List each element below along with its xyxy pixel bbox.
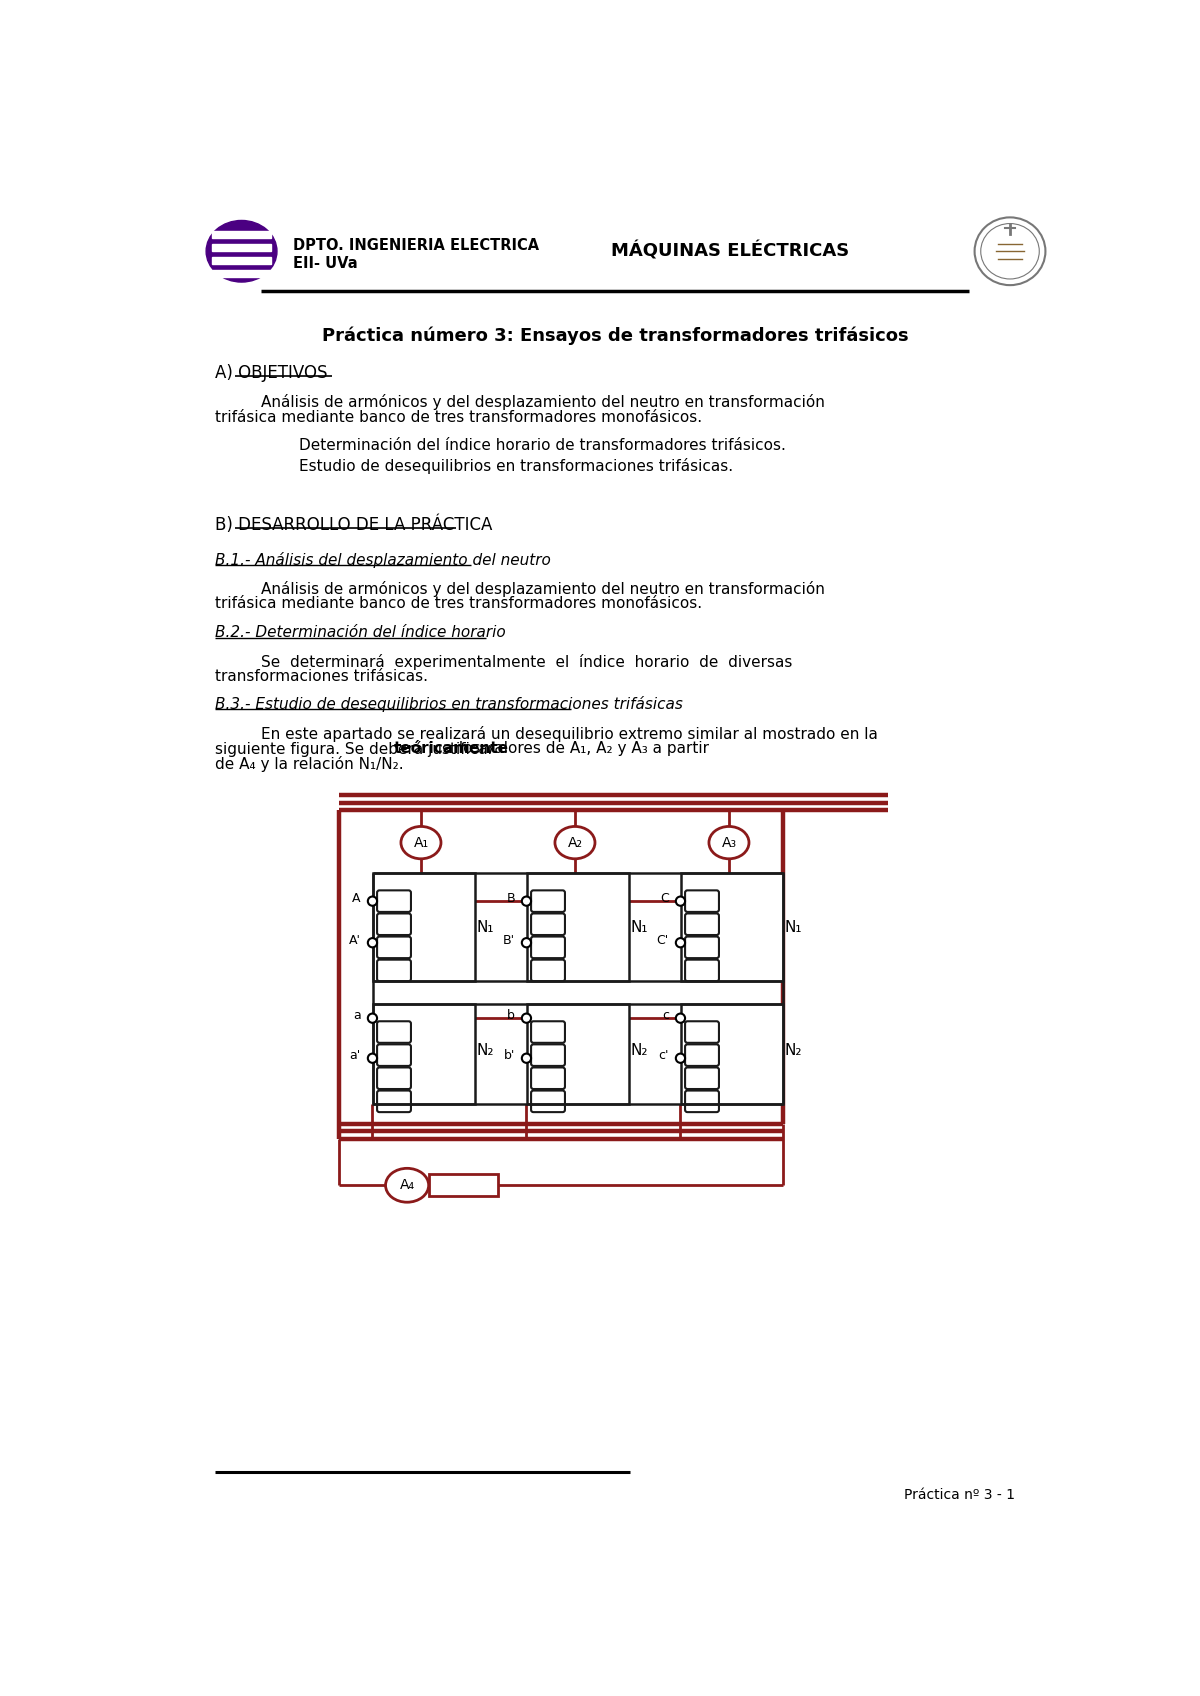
Text: DPTO. INGENIERIA ELECTRICA: DPTO. INGENIERIA ELECTRICA [293, 237, 539, 253]
Text: B.1.- Análisis del desplazamiento del neutro: B.1.- Análisis del desplazamiento del ne… [215, 553, 551, 568]
Bar [373, 873, 475, 982]
Bar [428, 1175, 498, 1196]
Text: Práctica número 3: Ensayos de transformadores trifásicos: Práctica número 3: Ensayos de transforma… [322, 327, 908, 346]
Circle shape [676, 1053, 685, 1063]
Text: N₁: N₁ [630, 919, 648, 934]
Text: N₁: N₁ [476, 919, 494, 934]
Ellipse shape [401, 826, 440, 858]
Bar [682, 1004, 782, 1104]
Bar [682, 873, 782, 982]
Text: Análisis de armónicos y del desplazamiento del neutro en transformación: Análisis de armónicos y del desplazamien… [260, 395, 824, 410]
Bar [527, 873, 629, 982]
Text: B.2.- Determinación del índice horario: B.2.- Determinación del índice horario [215, 626, 505, 641]
Text: A) OBJETIVOS: A) OBJETIVOS [215, 363, 328, 382]
Bar [212, 244, 271, 251]
Text: transformaciones trifásicas.: transformaciones trifásicas. [215, 670, 427, 685]
Bar [527, 1004, 629, 1104]
Bar [373, 1004, 475, 1104]
Text: B.3.- Estudio de desequilibrios en transformaciones trifásicas: B.3.- Estudio de desequilibrios en trans… [215, 697, 683, 712]
Text: siguiente figura. Se deberá justificar: siguiente figura. Se deberá justificar [215, 741, 499, 756]
Bar [212, 270, 271, 276]
Bar [212, 256, 271, 263]
Bar [212, 231, 271, 237]
Ellipse shape [709, 826, 749, 858]
Text: A': A' [349, 934, 361, 946]
Text: A₄: A₄ [400, 1179, 415, 1192]
Ellipse shape [554, 826, 595, 858]
Text: N₁: N₁ [785, 919, 802, 934]
Text: B': B' [503, 934, 515, 946]
Text: C: C [660, 892, 668, 906]
Text: trifásica mediante banco de tres transformadores monofásicos.: trifásica mediante banco de tres transfo… [215, 597, 702, 611]
Circle shape [676, 897, 685, 906]
Text: A: A [353, 892, 361, 906]
Text: de A₄ y la relación N₁/N₂.: de A₄ y la relación N₁/N₂. [215, 756, 403, 772]
Text: Práctica nº 3 - 1: Práctica nº 3 - 1 [905, 1487, 1015, 1503]
Text: a: a [353, 1009, 361, 1023]
Text: C': C' [656, 934, 668, 946]
Text: Se  determinará  experimentalmente  el  índice  horario  de  diversas: Se determinará experimentalmente el índi… [260, 655, 792, 670]
Text: A₃: A₃ [721, 836, 737, 850]
Circle shape [368, 897, 377, 906]
Text: los valores de A₁, A₂ y A₃ a partir: los valores de A₁, A₂ y A₃ a partir [454, 741, 709, 756]
Text: N₂: N₂ [476, 1043, 494, 1058]
Text: Estudio de desequilibrios en transformaciones trifásicas.: Estudio de desequilibrios en transformac… [299, 458, 733, 473]
Text: B: B [506, 892, 515, 906]
Circle shape [368, 1014, 377, 1023]
Circle shape [368, 1053, 377, 1063]
Text: A₂: A₂ [568, 836, 582, 850]
Circle shape [522, 897, 532, 906]
Text: A₁: A₁ [413, 836, 428, 850]
Circle shape [522, 1014, 532, 1023]
Text: B) DESARROLLO DE LA PRÁCTICA: B) DESARROLLO DE LA PRÁCTICA [215, 516, 492, 534]
Ellipse shape [206, 220, 277, 282]
Circle shape [368, 938, 377, 948]
Text: N₂: N₂ [785, 1043, 802, 1058]
Text: Análisis de armónicos y del desplazamiento del neutro en transformación: Análisis de armónicos y del desplazamien… [260, 580, 824, 597]
Ellipse shape [385, 1169, 428, 1202]
Circle shape [522, 1053, 532, 1063]
Text: trifásica mediante banco de tres transformadores monofásicos.: trifásica mediante banco de tres transfo… [215, 410, 702, 426]
Text: b: b [508, 1009, 515, 1023]
Text: Determinación del índice horario de transformadores trifásicos.: Determinación del índice horario de tran… [299, 438, 786, 453]
Circle shape [676, 938, 685, 948]
Text: c': c' [659, 1050, 668, 1062]
Text: En este apartado se realizará un desequilibrio extremo similar al mostrado en la: En este apartado se realizará un desequi… [260, 726, 877, 741]
Text: b': b' [504, 1050, 515, 1062]
Text: MÁQUINAS ELÉCTRICAS: MÁQUINAS ELÉCTRICAS [611, 243, 850, 261]
Text: teóricamente: teóricamente [394, 741, 509, 756]
Text: a': a' [349, 1050, 361, 1062]
Text: EII- UVa: EII- UVa [293, 256, 358, 271]
Circle shape [676, 1014, 685, 1023]
Circle shape [522, 938, 532, 948]
Text: c: c [662, 1009, 668, 1023]
Text: N₂: N₂ [630, 1043, 648, 1058]
